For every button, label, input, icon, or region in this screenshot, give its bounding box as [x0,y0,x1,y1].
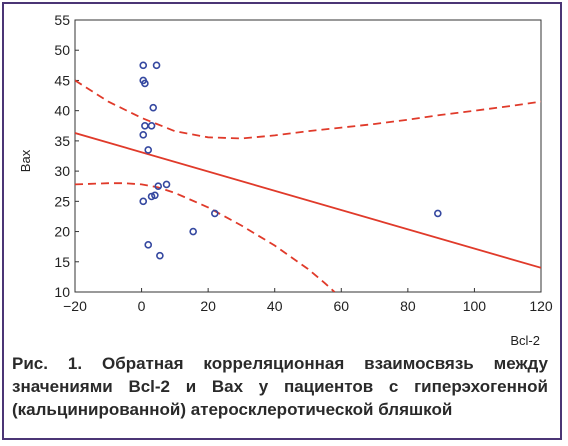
data-point [141,121,149,130]
y-tick-label: 55 [54,12,70,28]
data-point [144,146,153,154]
data-points [139,61,442,260]
x-tick-label: 100 [463,298,487,314]
axes [74,19,542,293]
regression-layer [75,132,541,269]
data-point [141,79,149,88]
scatter-chart: −20 0 20 40 60 80 100 120 10 15 20 25 30 35 40 45 50 55 B… [18,12,553,348]
y-tick-label: 50 [54,42,70,58]
data-point [189,227,197,236]
x-tick-label: 120 [529,298,553,314]
data-point [152,61,161,70]
data-point [139,197,148,206]
data-point [147,121,156,130]
x-axis-label: Bcl-2 [510,333,540,348]
data-point [154,182,163,191]
y-axis-label: Bax [18,149,33,172]
data-point [162,180,171,189]
confidence-lower-line [75,182,336,292]
y-tick-label: 30 [54,163,70,179]
data-point [144,241,153,249]
y-tick-label: 40 [54,103,70,119]
x-tick-label: 60 [333,298,349,314]
data-point [139,61,148,70]
x-tick-label: 20 [200,298,216,314]
y-tick-label: 35 [54,133,70,149]
x-tick-label: −20 [63,298,87,314]
y-tick-label: 25 [54,193,70,209]
confidence-upper-line [75,79,541,140]
plot-area-border [74,19,542,293]
confidence-bands [75,79,541,292]
x-tick-label: 0 [138,298,146,314]
figure-caption: Рис. 1. Обратная корреляционная взаимосв… [12,354,548,419]
figure-frame [2,2,562,440]
data-point [434,209,442,218]
x-tick-label: 80 [400,298,416,314]
data-point [149,103,158,112]
tick-labels: −20 0 20 40 60 80 100 120 10 15 20 25 30 35 40 45 50 55 [54,12,552,314]
data-point [211,209,219,218]
data-point [156,251,164,260]
y-tick-label: 20 [54,224,70,240]
data-point [139,131,148,139]
y-tick-label: 45 [54,72,70,88]
x-tick-label: 40 [267,298,283,314]
y-tick-label: 10 [54,284,70,300]
regression-line [75,132,541,269]
y-tick-label: 15 [54,254,70,270]
data-point [147,192,156,201]
